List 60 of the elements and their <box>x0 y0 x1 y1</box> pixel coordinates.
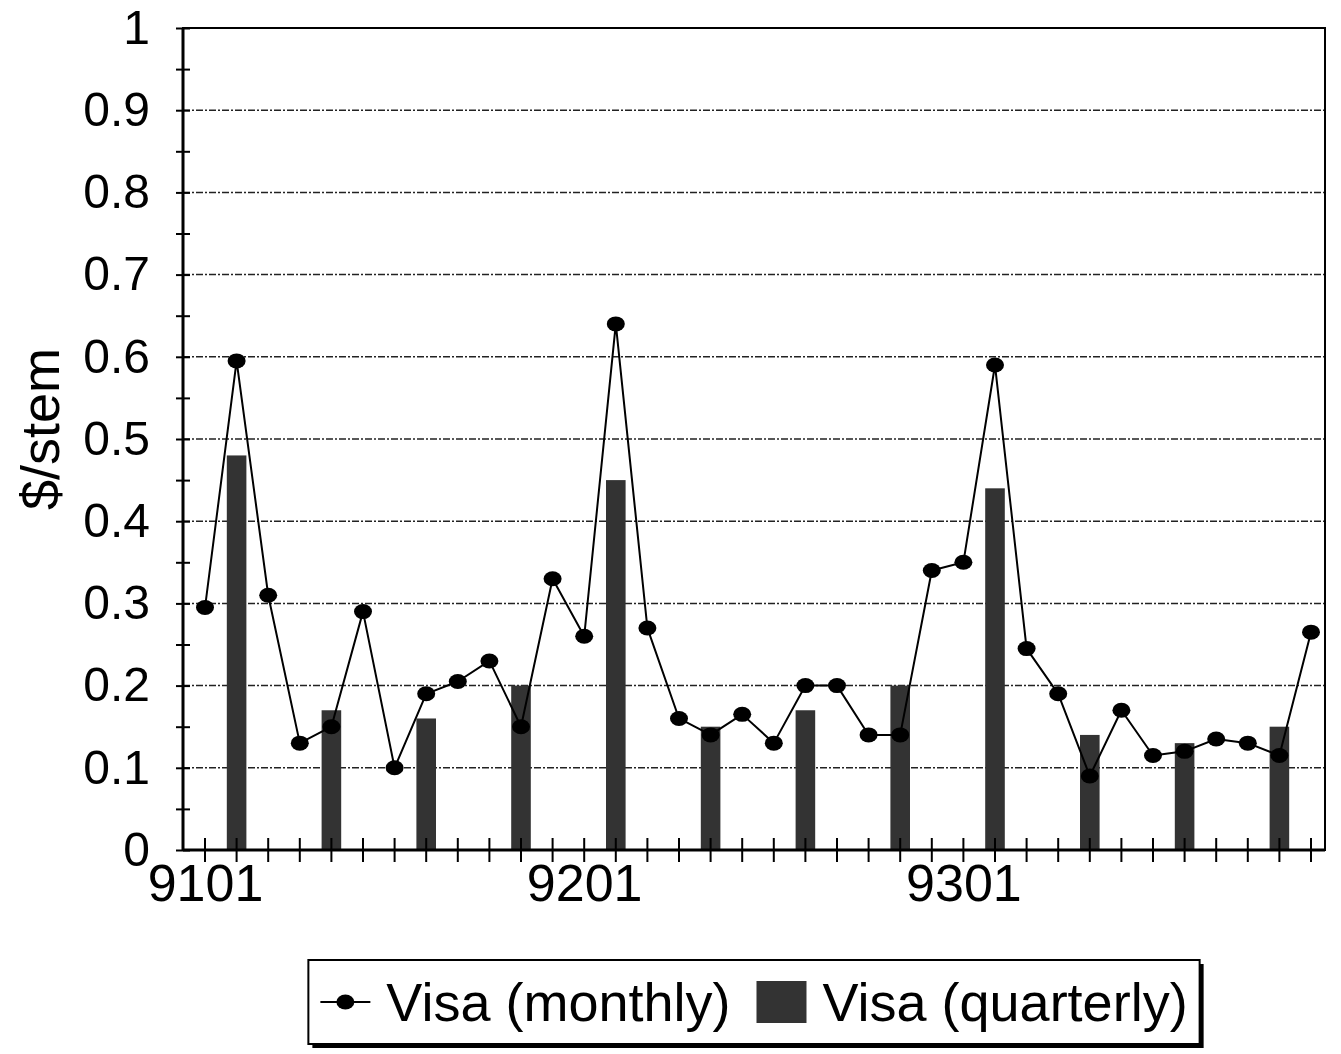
point <box>480 653 499 669</box>
legend-label: Visa (monthly) <box>386 972 731 1032</box>
y-tick-label: 0.8 <box>83 165 150 219</box>
point <box>1207 731 1226 747</box>
legend-label: Visa (quarterly) <box>822 972 1188 1032</box>
point <box>227 353 246 369</box>
x-tick-label: 9101 <box>147 853 264 912</box>
y-tick-label: 0.6 <box>83 329 150 383</box>
point <box>638 620 657 636</box>
y-tick-label: 0.5 <box>83 411 150 465</box>
point <box>1238 735 1257 751</box>
bar <box>226 455 247 850</box>
point <box>828 678 846 694</box>
point <box>290 735 309 751</box>
point <box>417 686 436 702</box>
point <box>259 587 278 603</box>
point <box>859 727 878 743</box>
point <box>1302 624 1320 640</box>
bar <box>606 480 626 850</box>
point <box>1017 641 1036 657</box>
bar <box>985 488 1005 850</box>
x-tick-label: 9301 <box>906 853 1022 912</box>
point <box>385 760 404 776</box>
point <box>354 604 372 620</box>
point <box>1144 747 1162 763</box>
y-axis-title: $/stem <box>10 347 70 511</box>
point <box>1270 747 1289 763</box>
point <box>986 357 1004 373</box>
y-tick-label: 0.2 <box>83 658 150 712</box>
point <box>1112 702 1131 718</box>
point <box>1175 743 1194 759</box>
point <box>543 571 562 587</box>
y-tick-label: 0.3 <box>83 576 150 630</box>
y-tick-label: 0.1 <box>83 740 150 794</box>
point <box>733 706 752 722</box>
point <box>922 563 941 579</box>
y-tick-label: 1 <box>123 0 150 54</box>
point <box>512 719 530 735</box>
point <box>196 600 214 616</box>
bar <box>321 710 342 850</box>
point <box>954 554 973 570</box>
point <box>322 719 341 735</box>
bar <box>890 685 910 850</box>
point <box>448 673 467 689</box>
bar <box>416 718 436 850</box>
y-tick-label: 0.4 <box>83 494 150 548</box>
y-tick-label: 0.7 <box>83 247 150 301</box>
point <box>1080 768 1099 784</box>
bar <box>795 710 816 850</box>
point <box>891 727 910 743</box>
point <box>670 710 688 726</box>
y-tick-label: 0 <box>123 822 150 876</box>
y-tick-label: 0.9 <box>83 83 150 137</box>
point <box>606 316 625 332</box>
point <box>796 678 815 694</box>
point <box>701 727 720 743</box>
x-tick-label: 9201 <box>526 853 643 912</box>
point <box>764 735 783 751</box>
point <box>1049 686 1068 702</box>
point <box>575 628 594 644</box>
